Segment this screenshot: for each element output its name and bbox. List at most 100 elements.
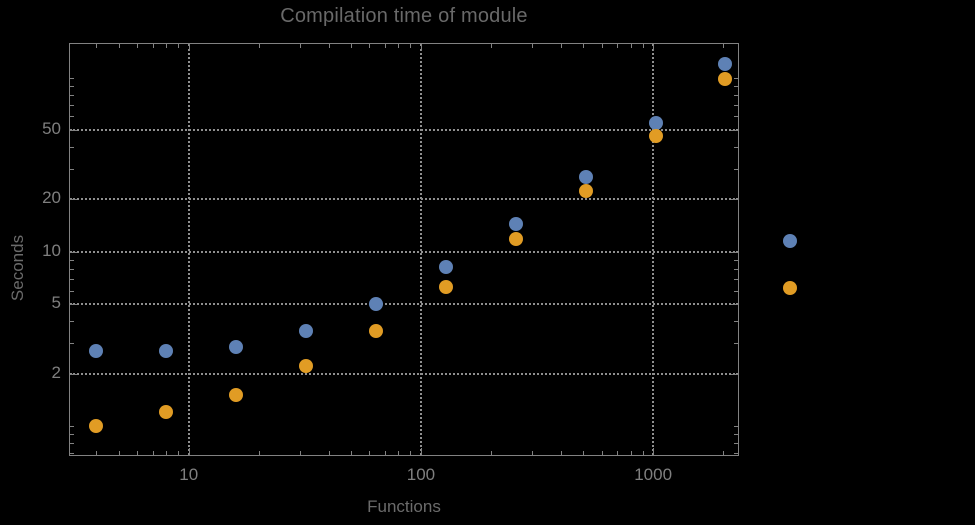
y-tick	[734, 343, 738, 344]
y-tick	[734, 168, 738, 170]
y-gridline	[70, 303, 738, 306]
y-tick	[70, 321, 74, 323]
x-tick	[328, 451, 330, 455]
ticks-layer	[70, 44, 738, 455]
y-tick	[734, 453, 738, 455]
y-tick	[70, 251, 77, 253]
data-point-series-2	[368, 324, 383, 339]
y-tick	[70, 85, 74, 87]
x-tick	[118, 451, 120, 455]
x-tick	[384, 44, 386, 48]
x-tick	[583, 44, 585, 48]
x-tick	[653, 448, 655, 455]
x-tick	[398, 44, 400, 48]
chart-title: Compilation time of module	[280, 5, 528, 27]
legend-marker-2	[783, 281, 797, 295]
x-tick	[152, 451, 154, 455]
x-tick	[642, 44, 644, 48]
x-axis-label: Functions	[367, 497, 441, 516]
y-tick	[70, 453, 74, 455]
x-tick	[96, 44, 98, 48]
y-tick	[731, 251, 738, 253]
y-tick	[734, 443, 738, 445]
data-point-series-2	[299, 359, 314, 374]
x-tick-label: 100	[406, 465, 436, 484]
x-tick	[299, 451, 301, 455]
y-tick	[70, 443, 74, 445]
x-tick	[178, 451, 180, 455]
x-tick	[560, 44, 562, 48]
y-tick	[731, 373, 738, 375]
x-tick	[560, 451, 562, 455]
x-tick	[384, 451, 386, 455]
y-tick	[734, 434, 738, 436]
y-tick	[734, 268, 738, 270]
x-tick	[617, 451, 619, 455]
x-tick-label: 1000	[634, 465, 673, 484]
x-tick	[617, 44, 619, 48]
y-tick	[70, 259, 74, 261]
x-tick	[258, 44, 260, 48]
data-point-series-2	[159, 405, 174, 420]
x-tick	[137, 451, 139, 455]
data-point-series-2	[89, 419, 104, 434]
y-tick-label: 20	[42, 188, 61, 208]
y-tick	[70, 426, 74, 428]
gridlines-layer	[70, 44, 738, 455]
x-tick	[420, 44, 422, 51]
y-tick	[734, 321, 738, 323]
data-point-series-2	[648, 129, 663, 144]
y-gridline	[70, 129, 738, 132]
legend-marker-1	[783, 234, 797, 248]
x-tick	[166, 44, 168, 48]
x-tick	[531, 451, 533, 455]
y-tick	[734, 104, 738, 106]
y-tick	[731, 199, 738, 201]
y-tick	[734, 116, 738, 118]
plot-area: 10 100 1000 2 5 10 20 50	[42, 43, 739, 484]
x-tick	[369, 44, 371, 48]
data-point-series-2	[229, 388, 244, 403]
y-tick	[70, 116, 74, 118]
y-tick	[70, 343, 74, 344]
data-point-series-1	[718, 57, 733, 72]
y-tick	[734, 85, 738, 87]
data-point-series-2	[718, 72, 733, 87]
x-tick	[601, 44, 603, 48]
x-tick	[351, 44, 353, 48]
y-tick	[70, 304, 77, 306]
data-point-series-1	[299, 324, 314, 339]
x-tick	[490, 451, 492, 455]
legend	[783, 234, 797, 295]
y-axis-label: Seconds	[8, 234, 27, 302]
y-tick-label: 10	[42, 240, 61, 260]
y-tick	[70, 77, 74, 79]
x-tick	[490, 44, 492, 48]
x-tick	[369, 451, 371, 455]
x-tick	[601, 451, 603, 455]
data-point-series-1	[159, 343, 174, 358]
data-point-series-1	[648, 115, 663, 130]
data-point-series-1	[89, 343, 104, 358]
x-tick	[328, 44, 330, 48]
y-gridline	[70, 198, 738, 201]
x-tick	[630, 44, 632, 48]
data-point-series-1	[368, 297, 383, 312]
y-tick	[734, 278, 738, 280]
x-tick	[420, 448, 422, 455]
y-tick	[70, 290, 74, 292]
y-tick	[70, 146, 74, 148]
y-tick	[70, 199, 77, 201]
y-tick-label: 5	[51, 293, 61, 313]
y-tick	[70, 268, 74, 270]
y-tick	[734, 77, 738, 79]
x-gridline	[652, 44, 655, 455]
y-tick	[734, 94, 738, 96]
data-points-layer	[70, 44, 738, 455]
data-point-series-1	[438, 259, 453, 274]
data-point-series-1	[229, 339, 244, 354]
y-tick	[734, 290, 738, 292]
y-gridline	[70, 250, 738, 253]
x-tick	[96, 451, 98, 455]
